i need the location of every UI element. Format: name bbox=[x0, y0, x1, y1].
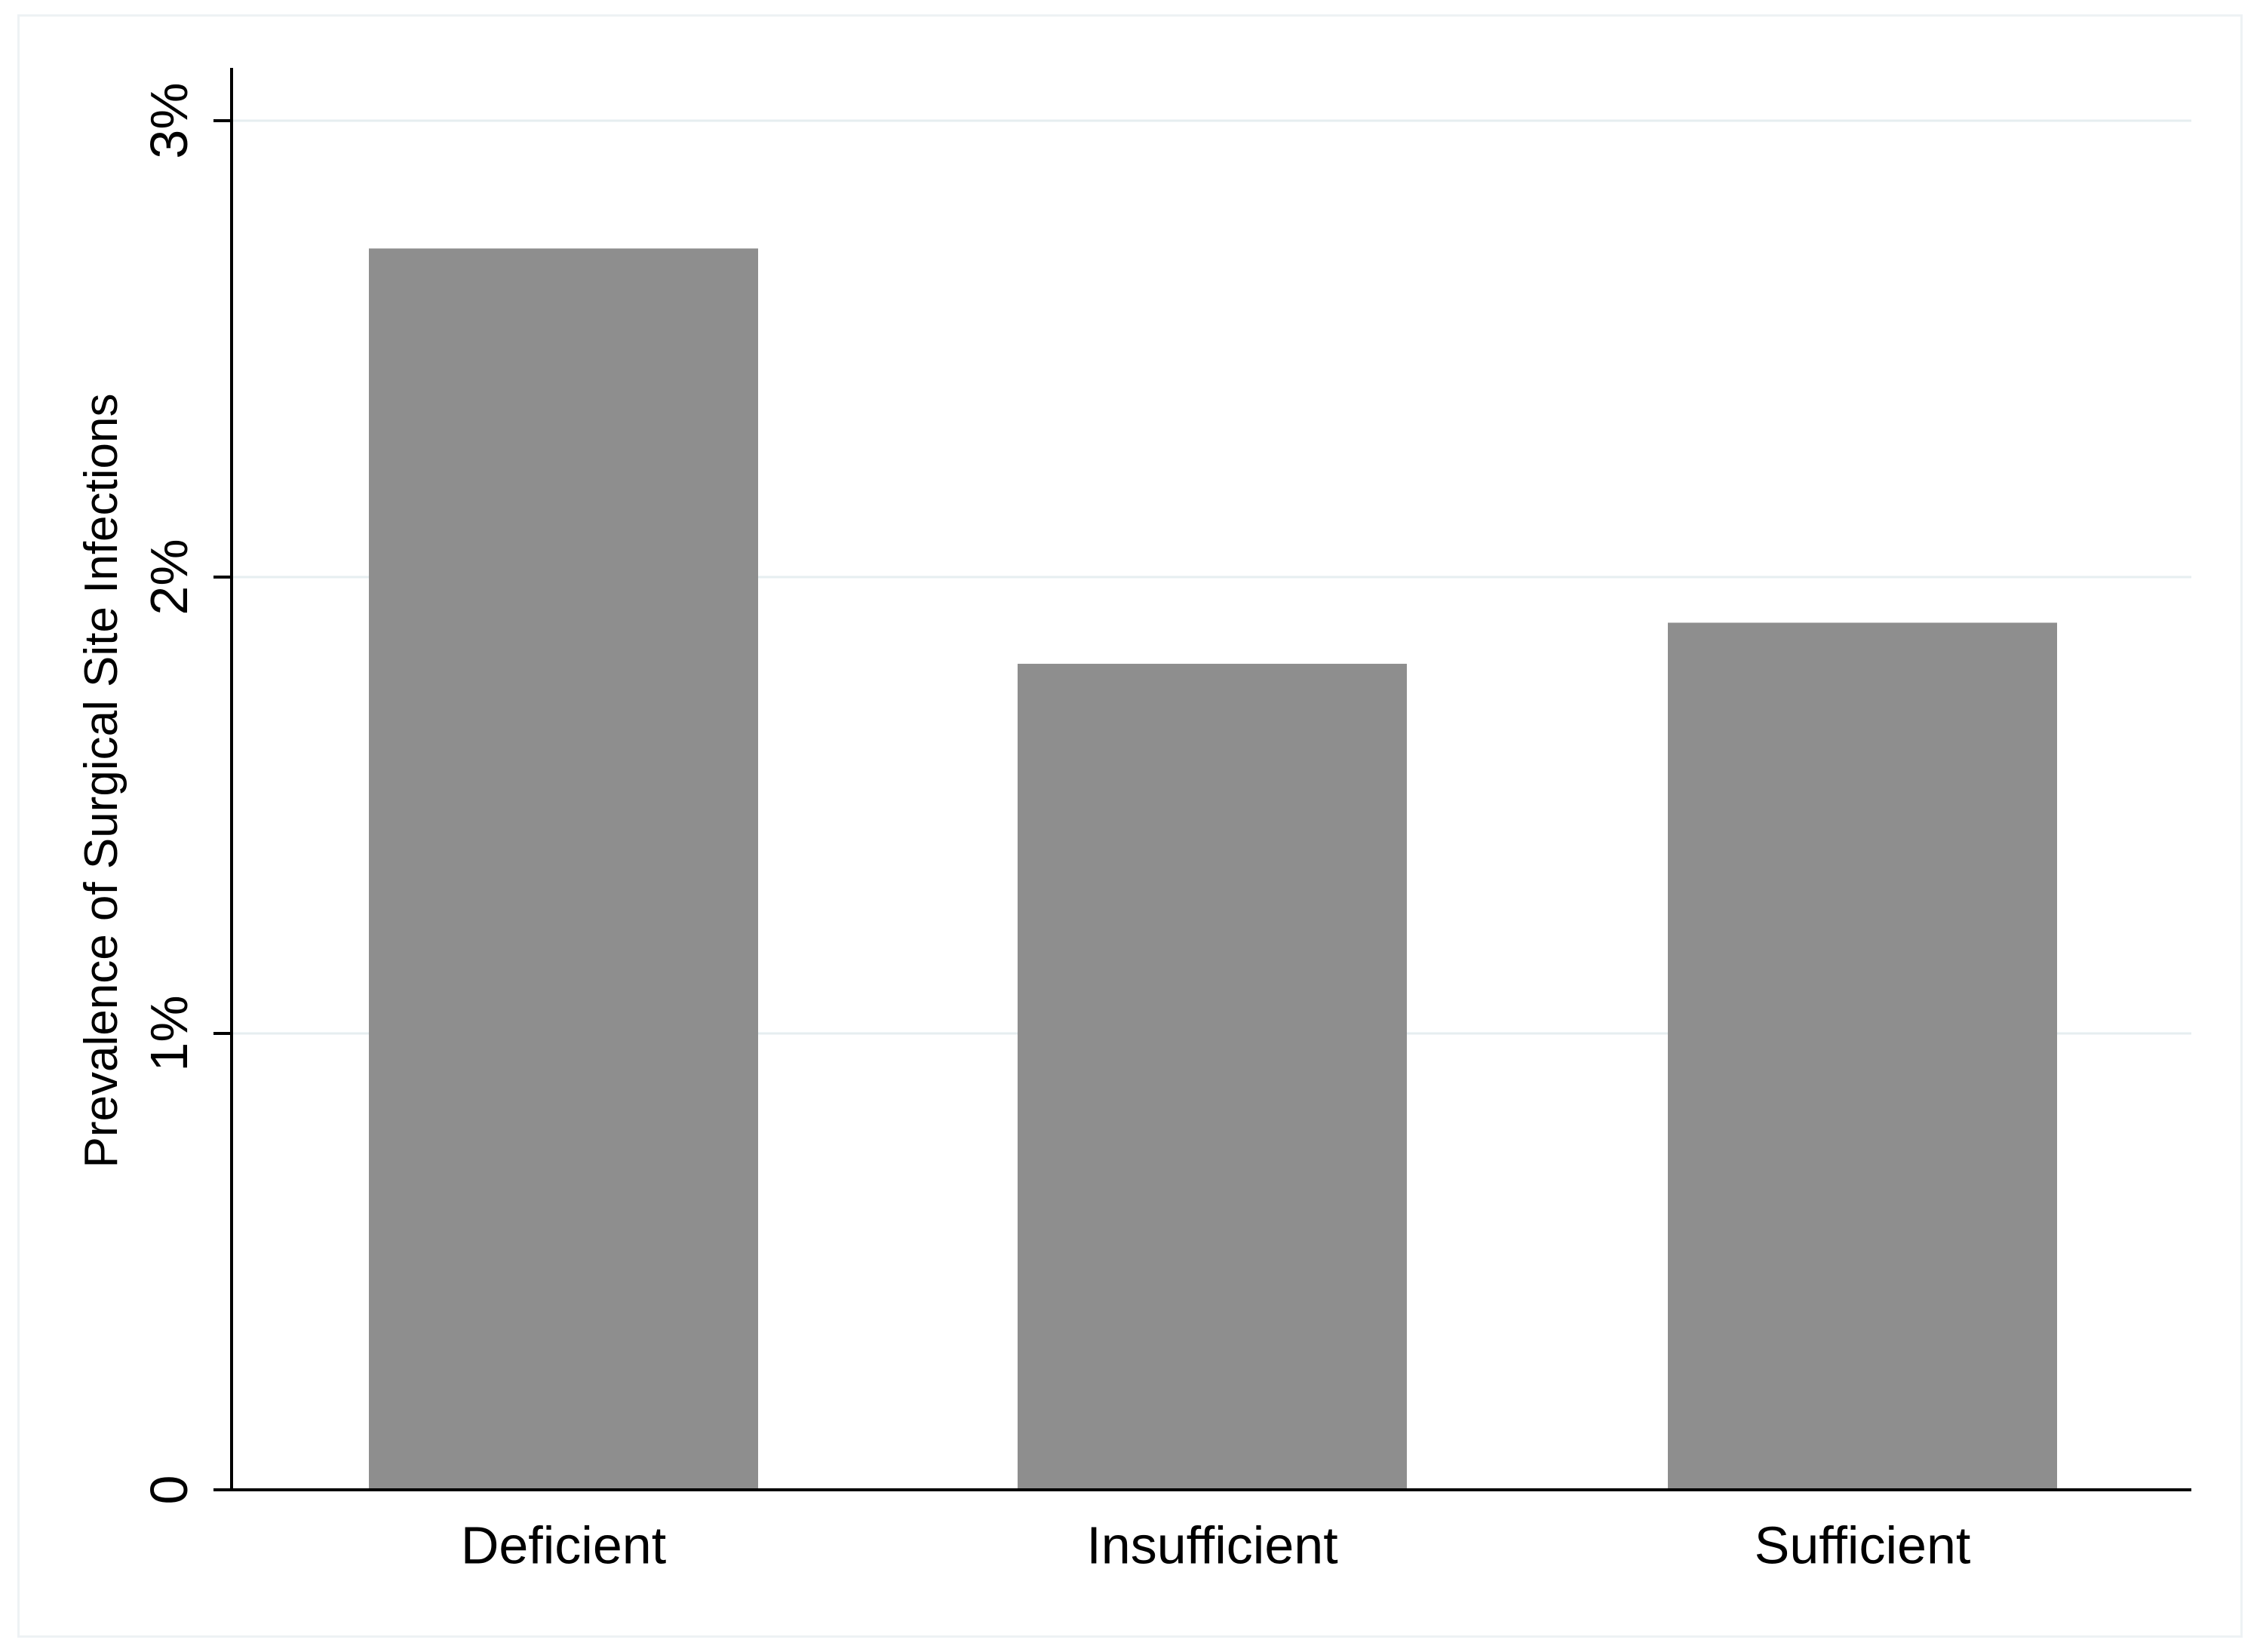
x-tick-labels: Deficient Insufficient Sufficient bbox=[461, 1515, 1971, 1574]
ytick-label-3: 3% bbox=[140, 82, 198, 158]
y-ticks: 0 1% 2% 3% bbox=[140, 82, 232, 1504]
xtick-label-sufficient: Sufficient bbox=[1755, 1515, 1971, 1574]
bar-deficient bbox=[369, 248, 758, 1490]
xtick-label-deficient: Deficient bbox=[461, 1515, 666, 1574]
ytick-label-1: 1% bbox=[140, 995, 198, 1071]
bar-sufficient bbox=[1668, 622, 2057, 1490]
bar-insufficient bbox=[1018, 663, 1407, 1491]
ytick-label-0: 0 bbox=[140, 1475, 198, 1505]
xtick-label-insufficient: Insufficient bbox=[1086, 1515, 1337, 1574]
bars bbox=[369, 248, 2057, 1491]
ytick-label-2: 2% bbox=[140, 539, 198, 615]
y-axis-title: Prevalence of Surgical Site Infections bbox=[75, 394, 127, 1168]
axes bbox=[230, 68, 2191, 1491]
